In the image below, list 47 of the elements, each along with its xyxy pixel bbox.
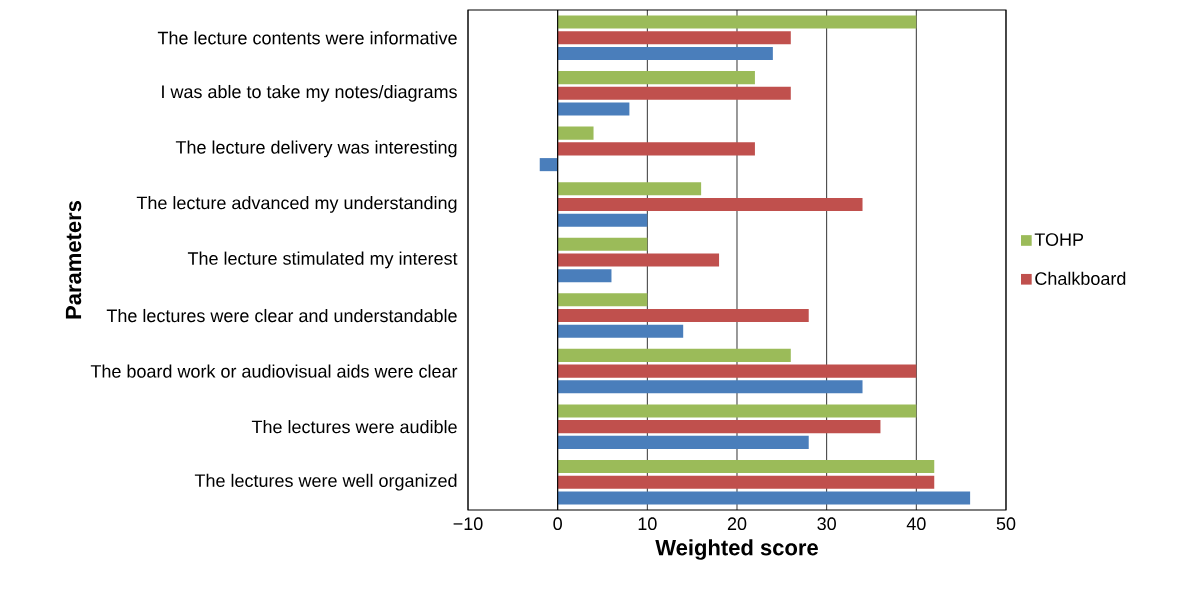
- bar: [557, 213, 648, 227]
- bar: [557, 380, 863, 394]
- bar: [557, 15, 917, 29]
- y-tick-label: The lecture contents were informative: [157, 31, 457, 45]
- x-tick-label: 30: [817, 517, 836, 531]
- bar: [557, 46, 773, 61]
- bar: [557, 197, 863, 211]
- x-axis-title: Weighted score: [655, 539, 818, 560]
- bar: [557, 435, 809, 449]
- bar: [557, 31, 791, 45]
- y-tick-label: The lectures were audible: [251, 420, 457, 434]
- x-tick-label: 40: [906, 517, 926, 531]
- bar: [557, 142, 755, 156]
- bar: [557, 71, 755, 85]
- bar: [557, 459, 935, 474]
- bar: [557, 102, 630, 116]
- bar: [557, 182, 702, 196]
- bar: [557, 364, 917, 378]
- y-tick-label: The lectures were clear and understandable: [106, 308, 457, 323]
- y-tick-label: The lectures were well organized: [194, 473, 457, 491]
- bar: [539, 158, 558, 172]
- bar: [557, 309, 809, 323]
- bar: [557, 269, 612, 283]
- bar: [557, 475, 935, 489]
- x-tick-label: 10: [638, 517, 657, 531]
- y-axis-title: Parameters: [65, 200, 82, 319]
- bar: [557, 348, 791, 362]
- x-tick-label: −10: [453, 517, 483, 531]
- y-tick-label: The lecture advanced my understanding: [136, 196, 457, 213]
- legend-label: Chalkboard: [1035, 271, 1126, 285]
- bar: [557, 253, 720, 267]
- x-tick-label: 50: [996, 517, 1016, 531]
- bar: [557, 86, 791, 100]
- x-tick-label: 0: [553, 517, 562, 531]
- x-tick-label: 20: [727, 517, 747, 531]
- y-tick-label: The board work or audiovisual aids were clear: [90, 364, 458, 378]
- bar: [557, 420, 881, 434]
- bar: [557, 237, 648, 251]
- y-tick-label: The lecture delivery was interesting: [175, 140, 457, 158]
- bar: [557, 293, 648, 307]
- y-tick-label: I was able to take my notes/diagrams: [162, 84, 457, 102]
- legend-label: TOHP: [1034, 233, 1084, 246]
- bar: [557, 324, 684, 338]
- bar: [557, 126, 594, 140]
- bar: [557, 491, 971, 505]
- y-tick-label: The lecture stimulated my interest: [187, 251, 458, 269]
- bar: [557, 404, 917, 418]
